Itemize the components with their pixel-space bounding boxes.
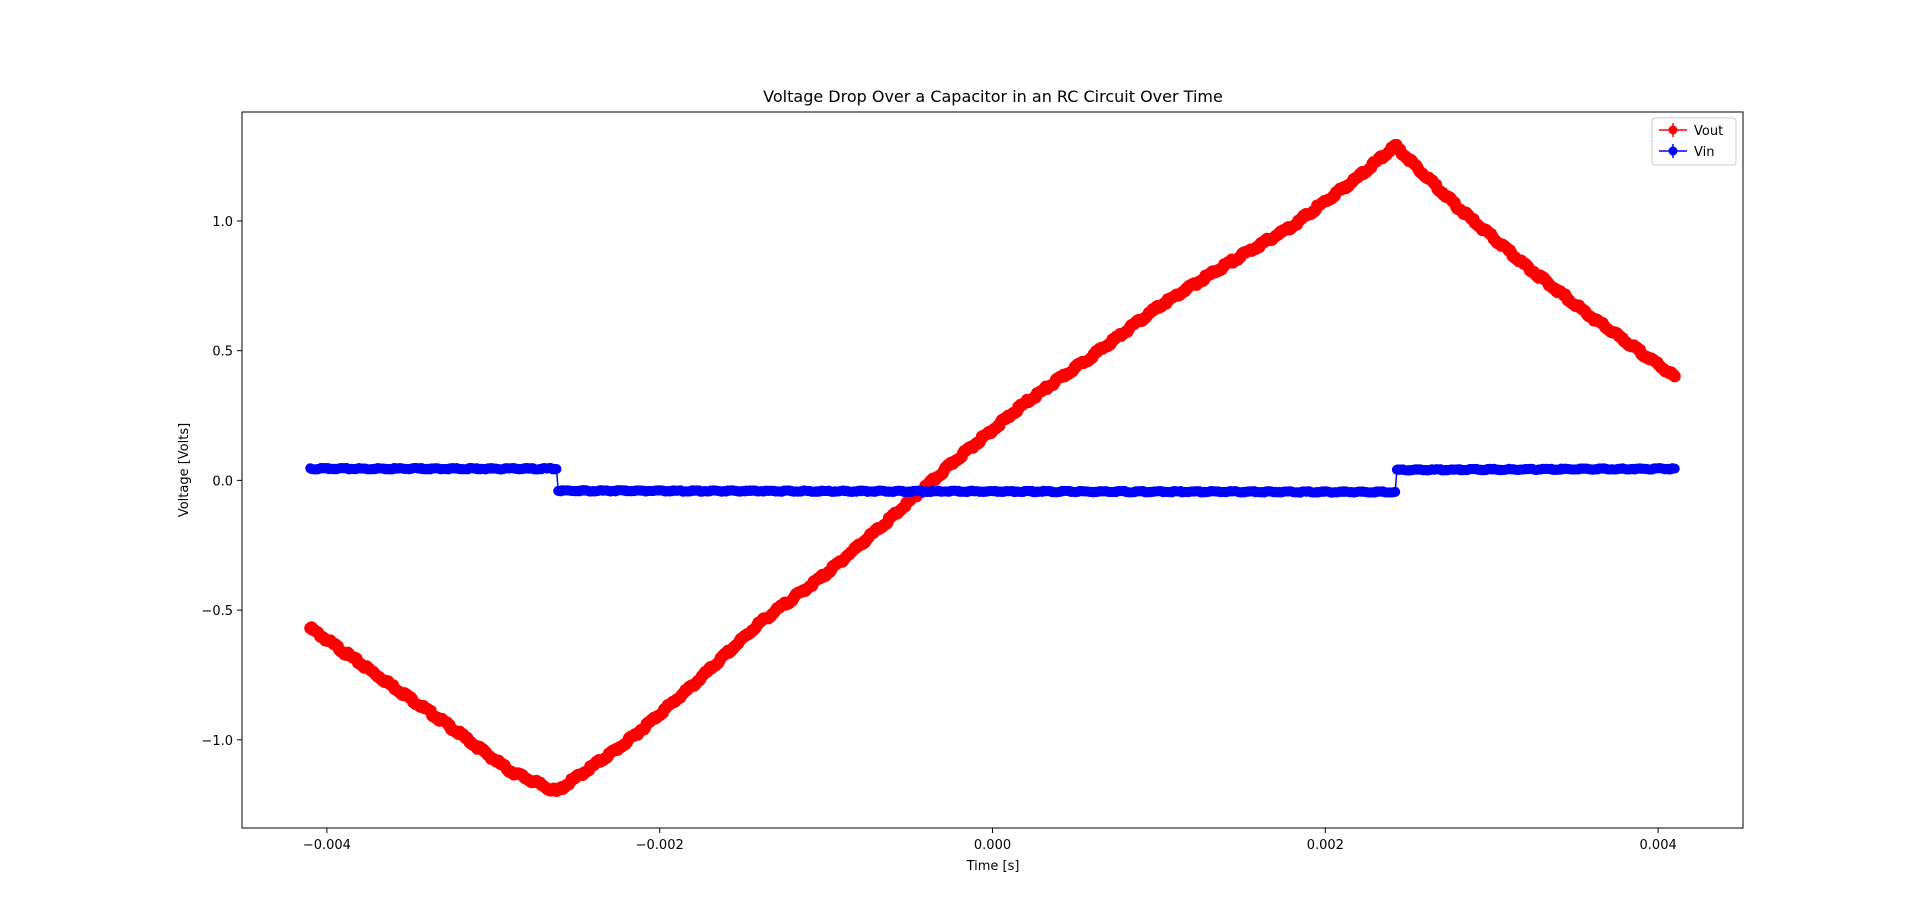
y-tick-label: −1.0 bbox=[201, 734, 233, 749]
x-tick-label: −0.002 bbox=[636, 838, 684, 853]
x-axis: −0.004 −0.002 0.000 0.002 0.004 bbox=[303, 828, 1677, 853]
data-point bbox=[551, 464, 562, 475]
x-tick-label: 0.002 bbox=[1307, 838, 1344, 853]
series-vout bbox=[304, 138, 1681, 798]
legend-label: Vout bbox=[1694, 124, 1723, 139]
y-tick-label: 0.0 bbox=[212, 474, 233, 489]
data-point bbox=[1390, 486, 1401, 497]
data-point bbox=[1669, 463, 1680, 474]
x-tick-label: −0.004 bbox=[303, 838, 351, 853]
x-tick-label: 0.000 bbox=[974, 838, 1011, 853]
data-point bbox=[1668, 370, 1681, 383]
y-axis-label: Voltage [Volts] bbox=[177, 423, 192, 517]
y-tick-label: 1.0 bbox=[212, 215, 233, 230]
y-tick-label: 0.5 bbox=[212, 345, 233, 360]
y-tick-label: −0.5 bbox=[201, 604, 233, 619]
chart-title: Voltage Drop Over a Capacitor in an RC C… bbox=[763, 87, 1223, 106]
x-axis-label: Time [s] bbox=[966, 859, 1020, 874]
legend: Vout Vin bbox=[1651, 117, 1737, 166]
plot-area bbox=[304, 138, 1681, 798]
series-layer bbox=[304, 138, 1681, 798]
x-tick-label: 0.004 bbox=[1640, 838, 1677, 853]
legend-marker bbox=[1668, 125, 1678, 135]
series-vin bbox=[305, 462, 1680, 498]
legend-label: Vin bbox=[1694, 145, 1714, 160]
y-axis: −1.0 −0.5 0.0 0.5 1.0 bbox=[201, 215, 242, 749]
legend-marker bbox=[1668, 146, 1678, 156]
